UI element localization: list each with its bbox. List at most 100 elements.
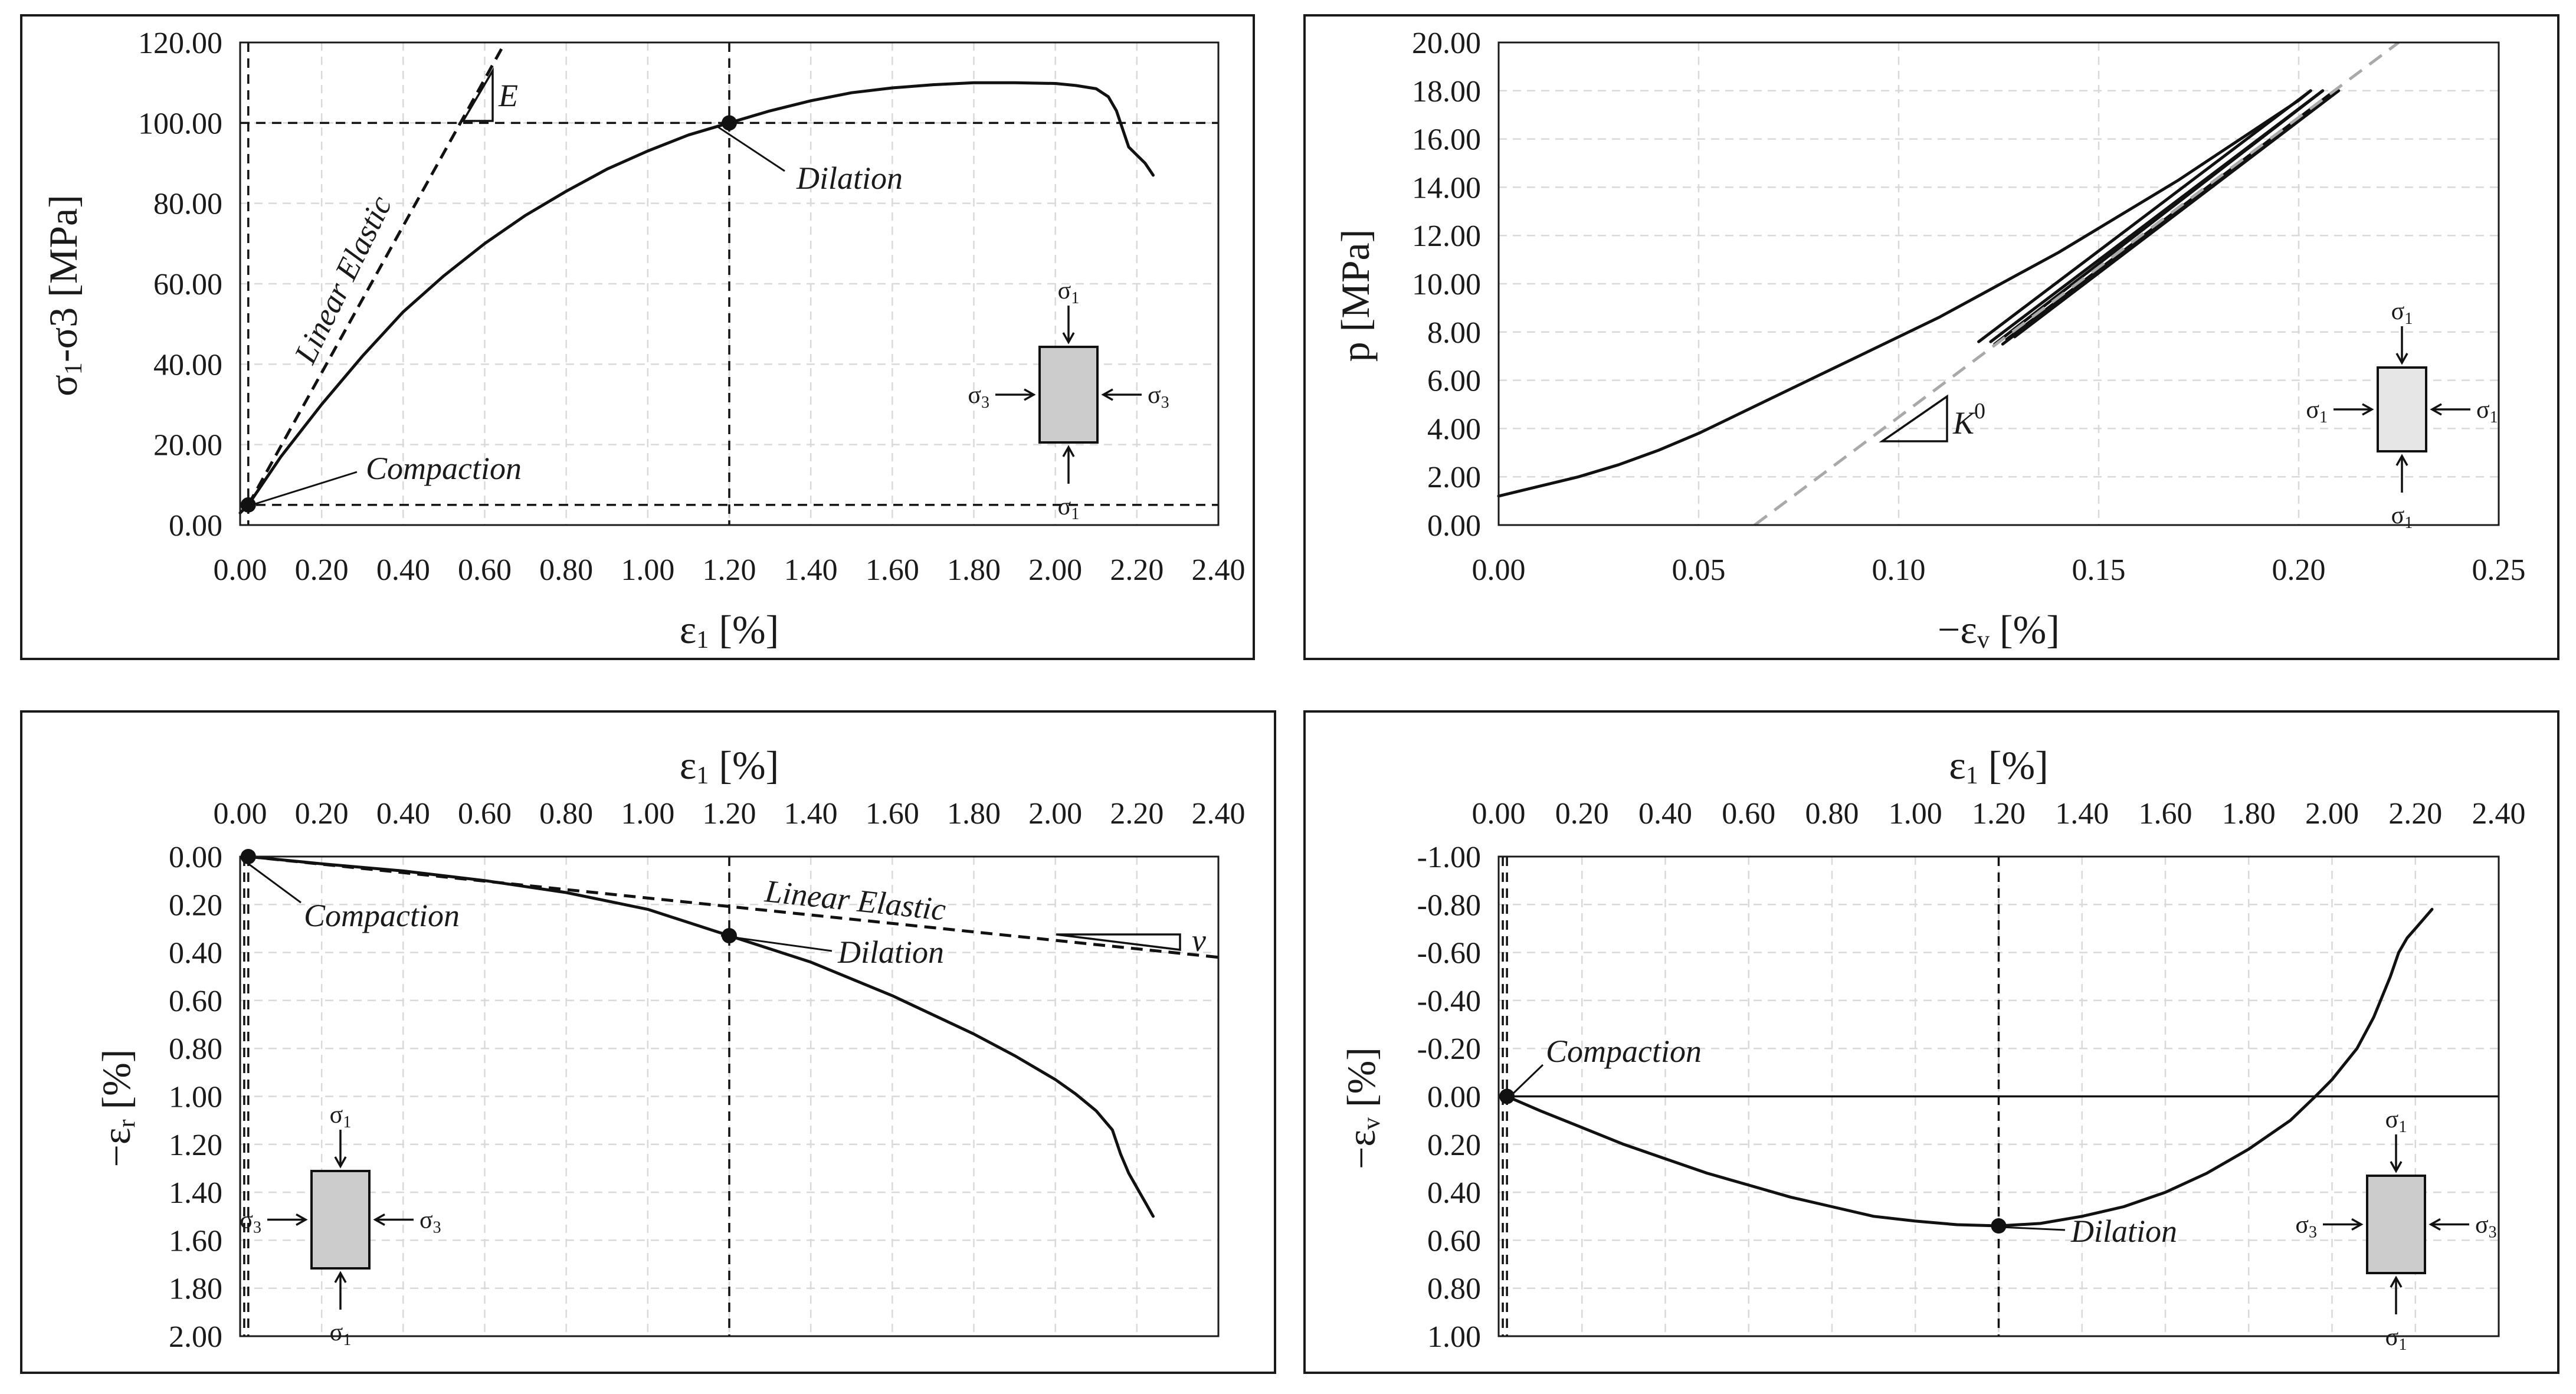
specimen-diagram: σ1 σ1 σ3 σ3	[240, 1101, 441, 1349]
specimen-body	[1038, 346, 1099, 444]
y-tick-label: 100.00	[138, 107, 222, 140]
y-tick-label: 1.00	[169, 1081, 222, 1114]
y-tick-label: 1.20	[169, 1129, 222, 1162]
x-tick-label: 0.80	[1805, 797, 1859, 831]
panel-frame	[1303, 14, 2559, 660]
top-load-arrow-head	[2390, 1161, 2403, 1173]
y-tick-label: 4.00	[1427, 412, 1481, 446]
y-tick-label: 20.00	[153, 429, 222, 463]
x-tick-label: 0.00	[214, 797, 267, 831]
dilation-leader	[716, 125, 785, 172]
right-load-arrow-head	[1101, 388, 1113, 401]
series-line-volumetric-strain	[1505, 907, 2434, 1228]
top-stress-label: σ1	[1058, 277, 1080, 307]
y-tick-label: 6.00	[1427, 365, 1481, 398]
compaction-label: Compaction	[366, 451, 522, 486]
y-tick-label: 1.40	[169, 1176, 222, 1210]
left-load-arrow-head	[2362, 403, 2374, 416]
top-stress-label: σ1	[330, 1101, 352, 1131]
y-axis-label: −εv [%]	[1339, 1047, 1385, 1169]
radial-strain-chart: 0.00 0.20 0.40 0.60 0.80 1.00 1.20 1.40 1.60 1.80…	[20, 710, 1276, 1374]
series-line-linear-elastic	[248, 855, 1219, 959]
k0-symbol: K0	[1952, 399, 1985, 441]
compaction-leader	[248, 863, 301, 904]
y-tick-label: 8.00	[1427, 316, 1481, 350]
series-line-k0-line	[1754, 41, 2400, 527]
y-tick-label: 1.60	[169, 1224, 222, 1258]
compaction-leader	[247, 471, 358, 507]
y-tick-label: 0.20	[169, 888, 222, 922]
x-tick-label: 1.80	[947, 553, 1001, 587]
x-tick-label: 2.40	[2472, 797, 2526, 831]
y-tick-label: -0.60	[1417, 937, 1481, 970]
dilation-marker	[722, 115, 737, 131]
x-tick-label: 2.20	[1110, 553, 1164, 587]
y-axis-label: σ1-σ3 [MPa]	[41, 195, 87, 396]
x-tick-label: 1.60	[866, 553, 919, 587]
bottom-stress-label: σ1	[2385, 1324, 2407, 1354]
y-tick-label: 0.60	[169, 985, 222, 1018]
bottom-load-arrow-head	[2390, 1275, 2403, 1288]
plot-area	[1497, 855, 2500, 1337]
x-tick-label: 1.20	[1972, 797, 2026, 831]
y-tick-label: 1.00	[1427, 1320, 1481, 1354]
dilation-leader	[2000, 1226, 2066, 1231]
x-tick-label: 0.00	[214, 553, 267, 587]
right-stress-label: σ1	[2476, 396, 2498, 427]
dilation-leader	[720, 934, 833, 952]
y-tick-label: 12.00	[1412, 219, 1481, 253]
specimen-diagram: σ1 σ1 σ1 σ1	[2306, 298, 2498, 532]
left-load-arrow-head	[2351, 1218, 2364, 1231]
left-stress-label: σ3	[240, 1207, 261, 1237]
x-tick-label: 2.40	[1192, 797, 1246, 831]
compaction-label: Compaction	[304, 898, 460, 933]
bottom-stress-label: σ1	[330, 1319, 352, 1349]
x-tick-label: 0.15	[2072, 553, 2126, 587]
y-tick-label: 0.00	[1427, 1081, 1481, 1114]
top-load-arrow-head	[334, 1156, 347, 1169]
y-tick-label: 16.00	[1412, 123, 1481, 157]
y-tick-label: 10.00	[1412, 268, 1481, 301]
compaction-marker	[1499, 1088, 1515, 1104]
left-stress-label: σ3	[968, 382, 989, 412]
x-tick-label: 1.40	[784, 553, 838, 587]
x-tick-label: 0.05	[1672, 553, 1726, 587]
top-load-arrow-head	[1062, 332, 1075, 345]
left-stress-label: σ1	[2306, 396, 2328, 427]
y-tick-label: 0.00	[169, 509, 222, 543]
x-tick-label: 2.20	[2388, 797, 2442, 831]
bottom-stress-label: σ1	[1058, 493, 1080, 523]
left-load-arrow-head	[1024, 388, 1036, 401]
x-axis-label: −εv [%]	[1938, 607, 2060, 654]
x-tick-label: 1.60	[866, 797, 919, 831]
x-tick-label: 2.40	[1192, 553, 1246, 587]
y-tick-label: 18.00	[1412, 75, 1481, 109]
top-load-arrow-head	[2395, 353, 2408, 365]
specimen-diagram: σ1 σ1 σ3 σ3	[2295, 1106, 2496, 1354]
x-tick-label: 1.00	[1889, 797, 1942, 831]
x-tick-label: 1.40	[784, 797, 838, 831]
dilation-label: Dilation	[837, 934, 944, 970]
plot-area	[1497, 41, 2500, 526]
y-tick-label: 2.00	[169, 1320, 222, 1354]
y-tick-label: 14.00	[1412, 171, 1481, 205]
y-tick-label: 1.80	[169, 1272, 222, 1306]
x-tick-label: 0.10	[1872, 553, 1926, 587]
y-tick-label: 0.40	[1427, 1176, 1481, 1210]
dilation-marker	[722, 928, 737, 944]
bottom-load-arrow-head	[1062, 445, 1075, 457]
left-load-arrow-head	[296, 1213, 308, 1226]
compaction-marker	[240, 849, 256, 864]
x-tick-label: 1.40	[2055, 797, 2109, 831]
y-tick-label: 120.00	[138, 27, 222, 60]
x-tick-label: 0.20	[1555, 797, 1609, 831]
y-tick-label: 80.00	[153, 188, 222, 221]
x-tick-label: 0.00	[1472, 797, 1526, 831]
compaction-marker	[240, 497, 256, 513]
x-tick-label: 0.20	[2272, 553, 2326, 587]
x-tick-label: 0.20	[295, 553, 349, 587]
y-tick-label: 0.80	[1427, 1272, 1481, 1306]
y-tick-label: 20.00	[1412, 27, 1481, 60]
dilation-label: Dilation	[796, 160, 903, 196]
